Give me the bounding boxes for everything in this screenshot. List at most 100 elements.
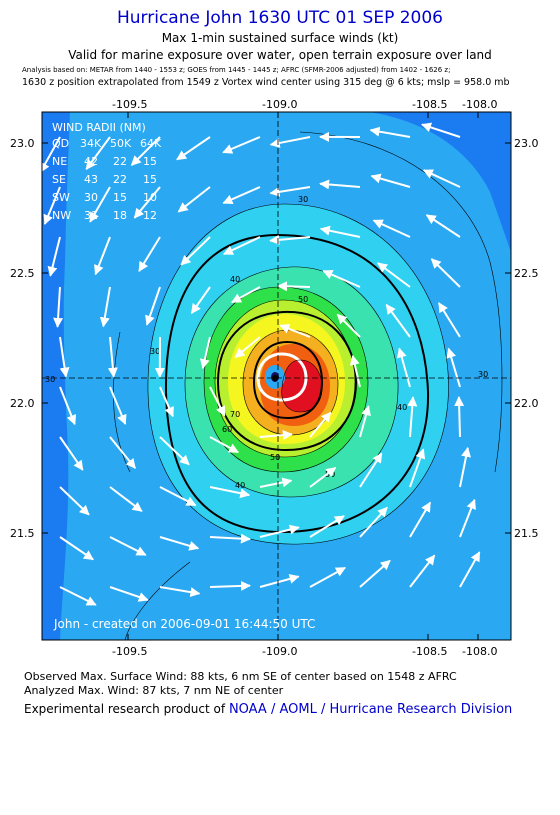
radius-64kt-line (252, 340, 324, 420)
wind-vector-arrow (438, 302, 461, 338)
wind-vector-arrow (145, 286, 161, 326)
wind-vector-arrow (209, 533, 251, 544)
page-title: Hurricane John 1630 UTC 01 SEP 2006 (117, 8, 443, 28)
x-tick-label-top: -109.5 (112, 98, 147, 111)
wind-radii-title: WIND RADII (NM) (52, 121, 146, 134)
x-tick-label-bottom: -108.5 (412, 645, 447, 658)
wind-vector-arrow (407, 396, 418, 438)
wind-vector-arrow (47, 236, 61, 277)
wind-vector-arrow (222, 186, 261, 205)
wind-radii-cell: NE (52, 155, 67, 168)
analysis-basis: Analysis based on: METAR from 1440 - 155… (22, 66, 451, 74)
wind-vector-arrow (385, 303, 411, 338)
wind-vector-arrow (59, 536, 94, 561)
wind-vector-arrow (59, 436, 84, 471)
wind-radii-cell: SE (52, 173, 66, 186)
wind-vector-arrow (209, 436, 239, 454)
wind-vector-arrow (269, 234, 311, 245)
wind-vector-arrow (42, 136, 61, 173)
y-tick-label-left: 22.0 (10, 397, 35, 410)
wind-vector-arrow (349, 354, 361, 388)
wind-vector-arrow (309, 411, 332, 438)
wind-radii-cell: 15 (143, 173, 157, 186)
wind-radii-table: WIND RADII (NM) QD 34K 50K 64K NE 42 22 … (52, 121, 162, 222)
contour-label: 40 (235, 481, 245, 490)
wind-vector-arrow (359, 559, 391, 588)
wind-vector-arrow (430, 258, 461, 288)
storm-center-marker (272, 375, 278, 381)
wind-vector-arrow (409, 501, 432, 538)
wind-vector-arrow (369, 126, 411, 138)
contour-label: 70 (230, 410, 240, 419)
wind-vector-arrow (277, 281, 311, 292)
contour-label: 30 (45, 375, 55, 384)
wind-vector-arrow (319, 179, 361, 190)
wind-vector-arrow (359, 452, 383, 488)
wind-radii-cell: 31 (84, 209, 98, 222)
wind-radii-header: 64K (140, 137, 162, 150)
y-tick-label-right: 21.5 (514, 527, 539, 540)
wind-vector-arrow (159, 386, 174, 418)
wind-vector-arrow (59, 386, 77, 426)
wind-radii-cell: NW (52, 209, 71, 222)
subtitle: Max 1-min sustained surface winds (kt) (161, 31, 399, 45)
y-tick-label-right: 22.0 (514, 397, 539, 410)
wind-vector-arrow (222, 236, 261, 256)
wind-radii-cell: 42 (84, 155, 98, 168)
wind-vector-arrow (53, 286, 64, 328)
wind-vector-arrow (231, 286, 261, 304)
wind-vector-arrow (409, 554, 436, 588)
wind-vector-arrow (209, 386, 226, 417)
wind-radii-header: QD (52, 137, 69, 150)
wind-vector-arrow (130, 136, 161, 166)
hrd-link[interactable]: NOAA / AOML / Hurricane Research Divisio… (228, 702, 513, 717)
wind-vector-arrow (322, 269, 361, 288)
wind-vector-arrow (279, 324, 311, 338)
wind-vector-arrow (107, 336, 118, 378)
wind-vector-arrow (159, 586, 201, 598)
wind-vector-arrow (159, 536, 200, 551)
valid-note: Valid for marine exposure over water, op… (68, 48, 492, 62)
wind-vector-arrow (409, 448, 426, 488)
wind-vector-arrow (459, 551, 481, 588)
wind-radii-cell: 43 (84, 173, 98, 186)
wind-vector-arrow (222, 136, 261, 154)
wind-vector-arrow (59, 336, 70, 378)
contour-label: 40 (230, 275, 240, 284)
wind-vector-arrow (190, 286, 211, 315)
wind-vector-arrow (109, 586, 149, 602)
wind-radii-cell: 15 (113, 191, 127, 204)
contour-label: 30 (298, 195, 308, 204)
wind-contours: 30 30 30 40 40 40 50 50 60 70 50 30 WIND… (42, 112, 511, 640)
wind-vector-arrow (259, 430, 293, 440)
wind-radii-cell: 22 (113, 155, 127, 168)
wind-vector-arrow (372, 219, 411, 238)
wind-vector-arrow (359, 506, 388, 538)
contour-label: 50 (298, 295, 308, 304)
wind-vector-arrow (59, 486, 90, 516)
wind-vector-arrow (59, 586, 97, 606)
wind-vector-arrow (94, 236, 111, 276)
wind-vector-arrow (269, 136, 311, 148)
axis-ticks: -109.5 -109.0 -108.5 -108.0 -109.5 -109.… (10, 98, 539, 658)
wind-vector-arrow (209, 580, 251, 591)
wind-vector-arrow (370, 173, 411, 188)
wind-vector-arrow (159, 436, 190, 466)
x-tick-label-top: -109.0 (262, 98, 297, 111)
wind-radii-cell: 10 (143, 191, 157, 204)
wind-radii-cell: 30 (84, 191, 98, 204)
wind-vector-arrow (336, 313, 361, 338)
y-tick-label-left: 22.5 (10, 267, 35, 280)
wind-radii-cell: 12 (143, 209, 157, 222)
wind-radii-header: 34K (80, 137, 102, 150)
wind-vector-arrow (309, 566, 346, 588)
wind-vector-arrow (259, 477, 293, 488)
wind-vector-arrow (309, 515, 345, 538)
credit-prefix: Experimental research product of (24, 702, 226, 716)
wind-vector-arrow (176, 136, 211, 161)
observed-max-wind: Observed Max. Surface Wind: 88 kts, 6 nm… (24, 670, 457, 683)
wind-vector-arrow (259, 524, 300, 538)
wind-radii-cell: 22 (113, 173, 127, 186)
wind-vector-arrow (377, 262, 411, 288)
wind-radii-header: 50K (110, 137, 132, 150)
